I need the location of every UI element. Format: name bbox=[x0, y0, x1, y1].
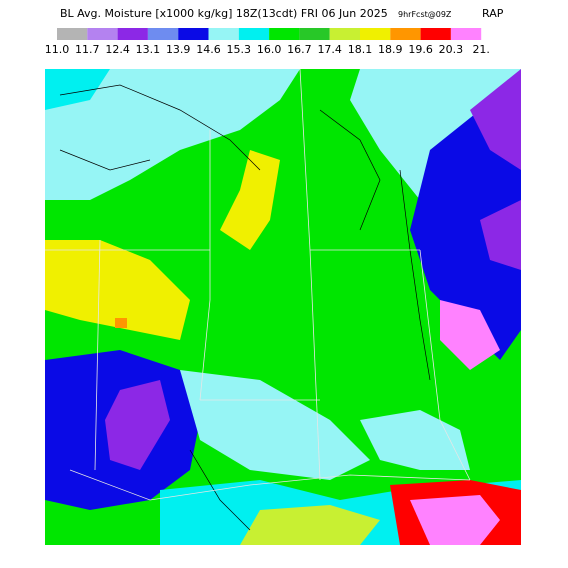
legend-label: 18.1 bbox=[348, 43, 373, 56]
model: RAP bbox=[482, 7, 504, 20]
legend-label: 20.3 bbox=[439, 43, 464, 56]
legend-label: 19.6 bbox=[408, 43, 433, 56]
legend-swatch bbox=[269, 28, 300, 40]
legend-swatch bbox=[299, 28, 330, 40]
legend-swatch bbox=[208, 28, 239, 40]
region bbox=[105, 380, 170, 470]
region bbox=[115, 318, 127, 328]
legend-swatch bbox=[420, 28, 451, 40]
legend-swatch bbox=[57, 28, 88, 40]
state-border bbox=[45, 69, 471, 501]
region bbox=[45, 69, 300, 200]
legend: 11.0 11.7 12.4 13.1 13.9 14.6 15.3 16.0 16.7 17.4… bbox=[45, 28, 490, 56]
region bbox=[470, 69, 521, 170]
legend-swatch bbox=[147, 28, 179, 40]
title: BL Avg. Moisture [x1000 kg/kg] 18Z(13cdt… bbox=[60, 7, 388, 20]
legend-label: 16.7 bbox=[287, 43, 312, 56]
legend-label: 11.0 bbox=[45, 43, 70, 56]
forecast: 9hrFcst@09Z bbox=[398, 10, 452, 19]
legend-swatch bbox=[117, 28, 148, 40]
legend-label: 17.4 bbox=[317, 43, 342, 56]
region bbox=[45, 69, 110, 110]
region bbox=[410, 90, 521, 360]
legend-swatch bbox=[87, 28, 118, 40]
legend-swatch bbox=[178, 28, 209, 40]
legend-label: 12.4 bbox=[105, 43, 130, 56]
legend-label: 14.6 bbox=[196, 43, 221, 56]
legend-label: 13.9 bbox=[166, 43, 191, 56]
legend-swatch bbox=[360, 28, 391, 40]
region bbox=[410, 495, 500, 545]
legend-label: 15.3 bbox=[227, 43, 252, 56]
legend-label: 18.9 bbox=[378, 43, 403, 56]
region bbox=[240, 505, 380, 545]
legend-swatch bbox=[329, 28, 360, 40]
legend-label: 21. bbox=[472, 43, 490, 56]
legend-label: 11.7 bbox=[75, 43, 100, 56]
region bbox=[45, 240, 190, 340]
region bbox=[440, 300, 500, 370]
legend-label: 13.1 bbox=[136, 43, 161, 56]
legend-swatch bbox=[390, 28, 421, 40]
contour bbox=[59, 84, 431, 531]
region bbox=[220, 150, 280, 250]
region bbox=[480, 200, 521, 270]
legend-swatch bbox=[238, 28, 270, 40]
legend-label: 16.0 bbox=[257, 43, 282, 56]
map bbox=[45, 69, 521, 545]
region bbox=[180, 370, 370, 480]
legend-swatch bbox=[450, 28, 482, 40]
